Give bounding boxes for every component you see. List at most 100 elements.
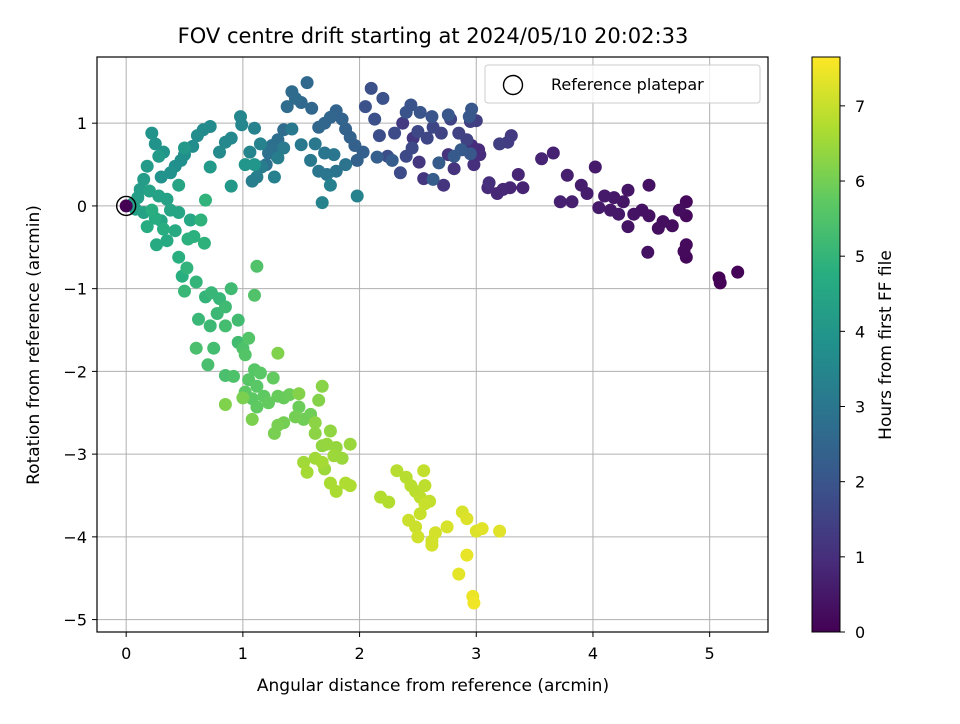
data-point xyxy=(242,331,256,345)
colorbar-tick-label: 0 xyxy=(855,623,865,642)
data-point xyxy=(231,313,245,327)
data-point xyxy=(339,122,353,136)
y-tick-label: 0 xyxy=(77,197,87,216)
data-point xyxy=(420,131,434,145)
data-point xyxy=(493,524,507,538)
data-point xyxy=(245,174,259,188)
data-point xyxy=(140,159,154,173)
data-point xyxy=(329,484,343,498)
data-point xyxy=(224,179,238,193)
data-point xyxy=(413,105,427,119)
colorbar-tick-label: 5 xyxy=(855,247,865,266)
y-axis-label: Rotation from reference (arcmin) xyxy=(24,205,44,485)
data-point xyxy=(412,155,426,169)
data-point xyxy=(180,261,194,275)
data-point xyxy=(192,312,205,326)
data-point xyxy=(574,178,588,192)
data-point xyxy=(250,379,264,393)
data-point xyxy=(150,238,163,252)
data-point xyxy=(417,172,431,186)
y-tick-label: −3 xyxy=(63,445,87,464)
legend-label: Reference platepar xyxy=(551,75,704,94)
data-point xyxy=(245,412,259,426)
data-point xyxy=(339,158,353,172)
data-point xyxy=(288,410,302,424)
colorbar-gradient xyxy=(811,56,841,633)
data-point xyxy=(467,596,481,610)
data-point xyxy=(493,137,507,151)
data-point xyxy=(390,464,404,478)
data-point xyxy=(460,512,474,526)
data-point xyxy=(343,479,357,493)
data-point xyxy=(227,369,240,383)
data-point xyxy=(285,122,299,136)
data-point xyxy=(642,178,656,192)
data-points xyxy=(126,76,745,610)
data-point xyxy=(388,126,402,140)
data-point xyxy=(535,152,549,166)
data-point xyxy=(178,141,191,155)
data-point xyxy=(382,495,396,509)
data-point xyxy=(713,276,727,290)
data-point xyxy=(358,100,372,114)
data-point xyxy=(467,158,481,172)
data-point xyxy=(565,195,579,209)
data-point xyxy=(300,76,314,90)
data-point xyxy=(323,424,337,438)
data-point xyxy=(553,195,567,209)
data-point xyxy=(343,437,357,451)
data-point xyxy=(399,149,413,163)
data-point xyxy=(627,207,641,221)
data-point xyxy=(218,135,232,149)
data-point xyxy=(315,379,329,393)
data-point xyxy=(172,206,186,219)
data-point xyxy=(440,520,454,534)
data-point xyxy=(318,146,332,160)
legend-marker xyxy=(502,74,524,96)
data-point xyxy=(327,449,341,463)
data-point xyxy=(312,120,326,134)
data-point xyxy=(604,203,617,217)
x-tick-label: 3 xyxy=(471,644,481,663)
data-point xyxy=(592,201,606,215)
data-point xyxy=(280,100,294,114)
data-point xyxy=(218,300,232,314)
data-point xyxy=(183,213,197,227)
chart-title: FOV centre drift starting at 2024/05/10 … xyxy=(178,24,689,48)
data-point xyxy=(482,176,496,190)
data-point xyxy=(418,497,432,511)
colorbar-ticks: 0 1 2 3 4 5 6 7 xyxy=(840,97,865,642)
data-point xyxy=(426,172,440,186)
data-point xyxy=(428,526,442,540)
data-point xyxy=(364,81,378,95)
reference-start-point xyxy=(119,199,133,213)
data-point xyxy=(197,236,211,250)
data-point xyxy=(203,160,217,174)
data-point xyxy=(305,101,319,115)
plot-area-frame xyxy=(96,56,769,633)
data-point xyxy=(312,393,326,407)
data-point xyxy=(621,183,635,197)
data-point xyxy=(201,358,215,372)
data-point xyxy=(385,153,399,167)
colorbar-label: Hours from first FF file xyxy=(876,250,896,440)
data-point xyxy=(189,275,203,289)
data-point xyxy=(292,400,306,414)
data-point xyxy=(490,187,504,200)
data-point xyxy=(560,168,574,182)
data-point xyxy=(145,126,159,140)
data-point xyxy=(271,151,285,165)
data-point xyxy=(189,341,203,355)
data-point xyxy=(172,250,186,264)
x-tick-label: 1 xyxy=(238,644,248,663)
data-point xyxy=(277,141,291,155)
data-point xyxy=(621,220,635,234)
data-point xyxy=(452,126,466,140)
data-point xyxy=(160,192,174,206)
data-point xyxy=(651,221,665,235)
data-point xyxy=(308,416,322,430)
data-point xyxy=(187,230,201,243)
data-point xyxy=(511,168,525,181)
data-point xyxy=(677,244,691,258)
data-point xyxy=(393,166,407,180)
